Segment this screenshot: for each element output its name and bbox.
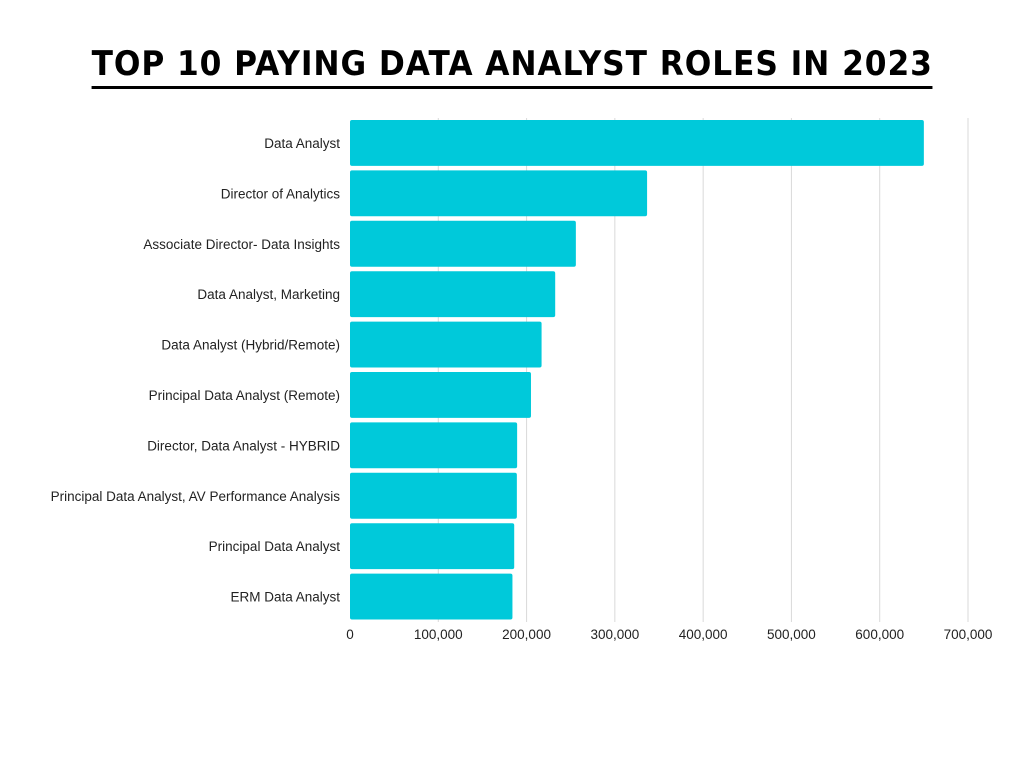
category-label: Associate Director- Data Insights <box>143 237 340 252</box>
bar <box>350 271 556 318</box>
category-label: Principal Data Analyst (Remote) <box>149 388 340 403</box>
bars <box>350 120 924 620</box>
x-tick-label: 300,000 <box>590 627 639 642</box>
bar <box>350 220 576 267</box>
bar <box>350 321 542 368</box>
x-tick-label: 400,000 <box>679 627 728 642</box>
x-axis-tick-labels: 0 100,000 200,000 300,000 400,000 500,000 600,… <box>346 627 992 642</box>
x-tick-label: 200,000 <box>502 627 551 642</box>
bar <box>350 573 513 620</box>
category-label: Director, Data Analyst - HYBRID <box>147 438 340 453</box>
category-label: Director of Analytics <box>221 186 341 201</box>
chart-title: TOP 10 PAYING DATA ANALYST ROLES IN 2023 <box>0 44 1024 89</box>
category-labels: Data Analyst Director of Analytics Associa… <box>51 136 341 605</box>
bar <box>350 170 648 217</box>
bar <box>350 372 531 418</box>
category-label: Data Analyst (Hybrid/Remote) <box>161 338 340 353</box>
x-tick-label: 100,000 <box>414 627 463 642</box>
bar <box>350 120 924 166</box>
bar <box>350 472 517 519</box>
category-label: ERM Data Analyst <box>230 590 340 605</box>
bar <box>350 422 518 469</box>
bar <box>350 523 515 570</box>
x-tick-label: 700,000 <box>944 627 993 642</box>
category-label: Principal Data Analyst <box>209 539 341 554</box>
category-label: Data Analyst, Marketing <box>197 287 340 302</box>
x-tick-label: 0 <box>346 627 354 642</box>
category-label: Data Analyst <box>264 136 340 151</box>
x-tick-label: 500,000 <box>767 627 816 642</box>
chart-title-text: TOP 10 PAYING DATA ANALYST ROLES IN 2023 <box>91 44 933 89</box>
x-tick-label: 600,000 <box>855 627 904 642</box>
category-label: Principal Data Analyst, AV Performance A… <box>51 489 341 504</box>
